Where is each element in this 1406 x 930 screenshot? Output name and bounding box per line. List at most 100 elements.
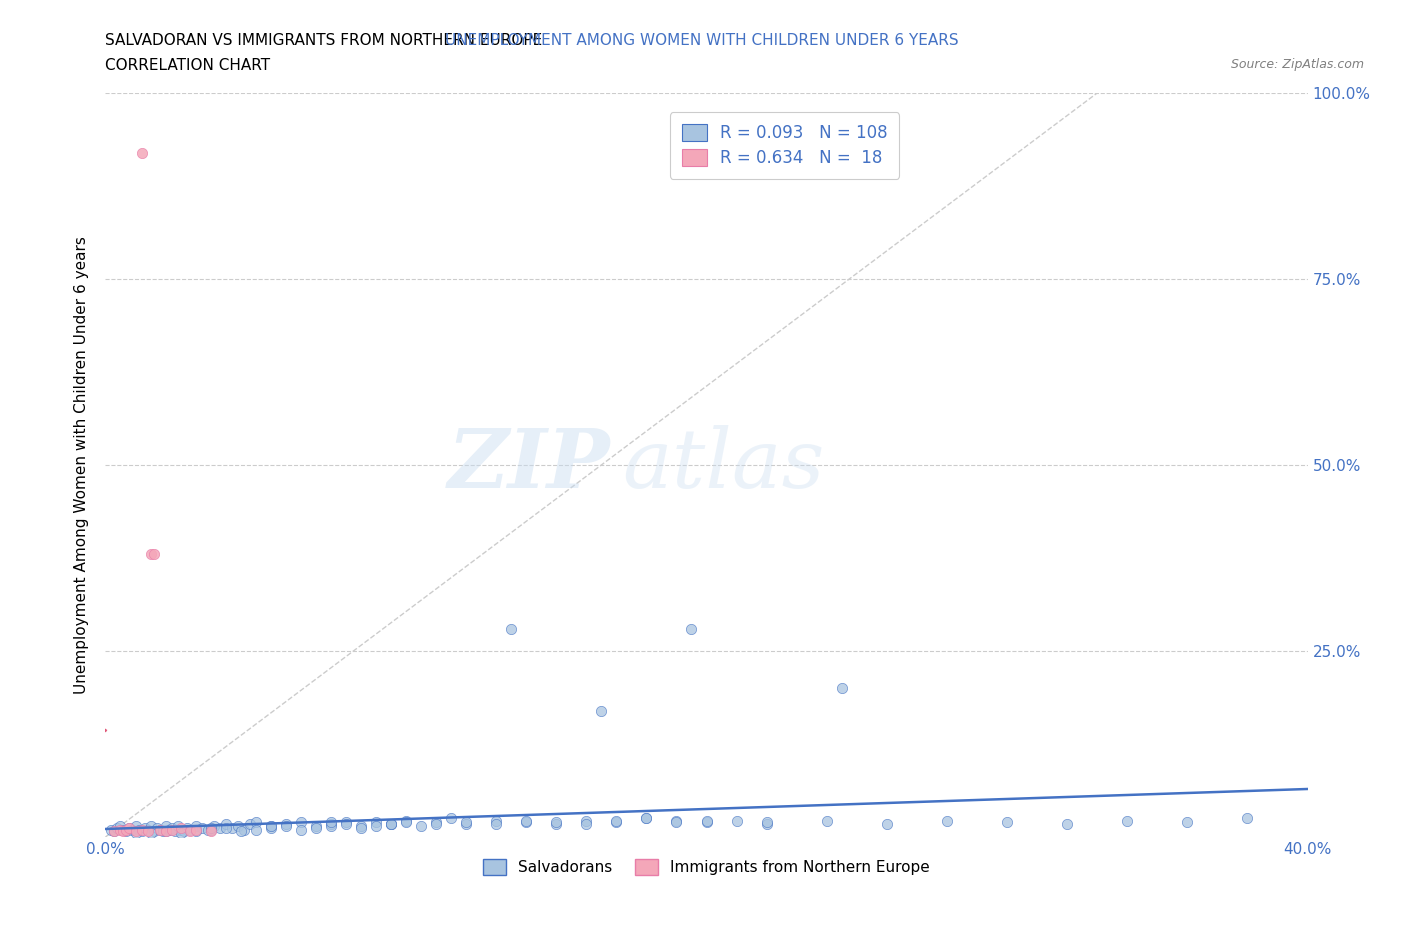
Point [1056,817,1078,831]
Point [136,824,159,839]
Point [305,820,328,835]
Point [274,817,297,831]
Point [636,811,658,826]
Point [200,824,222,839]
Point [110,822,132,837]
Point [425,815,447,830]
Point [260,818,283,833]
Point [725,813,748,828]
Point [100,822,122,837]
Point [142,547,165,562]
Point [107,820,129,835]
Point [221,820,243,835]
Legend: Salvadorans, Immigrants from Northern Europe: Salvadorans, Immigrants from Northern Eu… [477,853,936,882]
Point [131,824,153,839]
Point [128,822,150,837]
Point [139,547,162,562]
Point [755,815,778,830]
Text: ZIP: ZIP [447,425,610,505]
Point [575,813,598,828]
Point [425,817,447,831]
Point [202,818,225,833]
Point [169,822,191,837]
Point [501,621,523,636]
Point [636,811,658,826]
Point [515,815,537,830]
Point [136,822,159,837]
Point [163,824,186,839]
Point [110,818,132,833]
Point [335,817,357,831]
Point [831,681,853,696]
Point [208,820,231,835]
Point [456,815,478,830]
Point [696,813,718,828]
Point [591,703,613,718]
Point [124,826,146,841]
Point [665,815,688,830]
Point [121,822,143,837]
Point [124,824,146,839]
Point [118,820,141,835]
Point [197,822,219,837]
Point [546,817,568,831]
Point [184,822,207,837]
Point [1177,815,1199,830]
Point [214,817,236,831]
Point [936,813,959,828]
Point [290,815,312,830]
Point [229,824,252,839]
Point [139,818,162,833]
Point [169,820,191,835]
Point [274,818,297,833]
Point [1236,811,1258,826]
Text: SALVADORAN VS IMMIGRANTS FROM NORTHERN EUROPE: SALVADORAN VS IMMIGRANTS FROM NORTHERN E… [105,33,547,47]
Point [485,813,508,828]
Y-axis label: Unemployment Among Women with Children Under 6 years: Unemployment Among Women with Children U… [75,236,90,694]
Point [157,822,180,837]
Point [103,824,125,839]
Point [232,822,254,837]
Point [350,818,373,833]
Point [124,818,146,833]
Point [815,813,838,828]
Point [176,820,198,835]
Point [148,822,170,837]
Point [364,818,387,833]
Point [605,815,627,830]
Point [139,826,162,841]
Point [112,822,135,837]
Point [1116,813,1139,828]
Point [485,817,508,831]
Point [605,813,627,828]
Point [319,817,342,831]
Text: atlas: atlas [623,425,825,505]
Point [115,824,138,839]
Point [395,813,418,828]
Point [155,824,177,839]
Point [696,815,718,830]
Point [350,820,373,835]
Point [214,820,236,835]
Point [515,813,537,828]
Point [131,822,153,837]
Point [179,824,201,839]
Point [118,820,141,835]
Point [200,822,222,837]
Point [245,822,267,837]
Point [226,818,249,833]
Point [409,818,432,833]
Point [173,824,195,839]
Point [665,813,688,828]
Point [166,818,188,833]
Point [112,824,135,839]
Point [148,822,170,837]
Point [239,817,262,831]
Point [456,817,478,831]
Point [681,621,703,636]
Point [395,815,418,830]
Point [260,820,283,835]
Point [245,815,267,830]
Point [200,820,222,835]
Point [305,818,328,833]
